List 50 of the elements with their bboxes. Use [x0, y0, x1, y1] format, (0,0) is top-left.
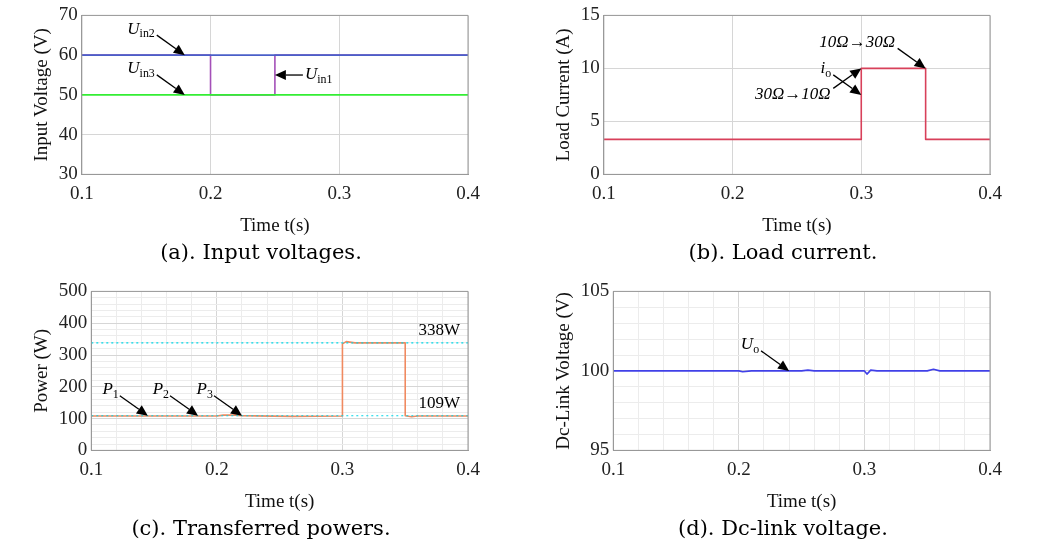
- x-tick-label: 0.2: [726, 457, 751, 479]
- text: (c). Transferred powers.: [130, 516, 392, 540]
- y-axis-title: Input Voltage (V): [30, 28, 53, 162]
- text: (a). Input voltages.: [159, 240, 363, 264]
- x-tick-label: 0.4: [978, 457, 1003, 479]
- y-tick-label: 70: [58, 3, 78, 25]
- x-axis-title: Time t(s): [240, 213, 310, 236]
- x-tick-label: 0.2: [198, 181, 223, 203]
- annotation: 10Ω→30Ω: [819, 31, 895, 51]
- y-tick-label: 500: [58, 279, 88, 301]
- ref-line-label: 109W: [418, 392, 461, 412]
- x-tick-label: 0.1: [69, 181, 94, 203]
- y-axis-title: Dc-Link Voltage (V): [552, 292, 575, 450]
- y-tick-label: 50: [58, 82, 78, 104]
- y-axis-title: Load Current (A): [552, 28, 575, 162]
- x-tick-label: 0.3: [330, 457, 355, 479]
- y-tick-label: 15: [580, 3, 600, 25]
- y-tick-label: 5: [590, 109, 600, 131]
- x-tick-label: 0.2: [720, 181, 745, 203]
- y-tick-label: 30: [58, 162, 78, 184]
- x-tick-label: 0.1: [79, 457, 104, 479]
- text: (d). Dc-link voltage.: [677, 516, 889, 540]
- y-tick-label: 95: [590, 438, 610, 460]
- y-axis-title: Power (W): [30, 328, 53, 413]
- x-tick-label: 0.4: [456, 181, 481, 203]
- text: (b). Load current.: [687, 240, 879, 264]
- x-tick-label: 0.1: [601, 457, 626, 479]
- y-tick-label: 0: [590, 162, 600, 184]
- x-tick-label: 0.3: [327, 181, 352, 203]
- x-axis-title: Time t(s): [244, 489, 315, 512]
- ref-line-label: 338W: [418, 319, 461, 339]
- x-tick-label: 0.1: [591, 181, 616, 203]
- y-tick-label: 60: [58, 43, 78, 65]
- x-axis-title: Time t(s): [766, 489, 837, 512]
- x-axis-title: Time t(s): [762, 213, 832, 236]
- y-tick-label: 100: [580, 358, 610, 380]
- y-tick-label: 0: [77, 438, 88, 460]
- x-tick-label: 0.4: [456, 457, 481, 479]
- y-tick-label: 10: [580, 56, 600, 78]
- annotation: 30Ω→10Ω: [754, 83, 831, 103]
- x-tick-label: 0.2: [204, 457, 229, 479]
- y-tick-label: 400: [58, 311, 88, 333]
- y-tick-label: 100: [58, 406, 88, 428]
- x-tick-label: 0.4: [978, 181, 1003, 203]
- y-tick-label: 105: [580, 279, 610, 301]
- y-tick-label: 200: [58, 374, 88, 396]
- x-tick-label: 0.3: [852, 457, 877, 479]
- x-tick-label: 0.3: [849, 181, 874, 203]
- y-tick-label: 300: [58, 342, 88, 364]
- y-tick-label: 40: [58, 122, 78, 144]
